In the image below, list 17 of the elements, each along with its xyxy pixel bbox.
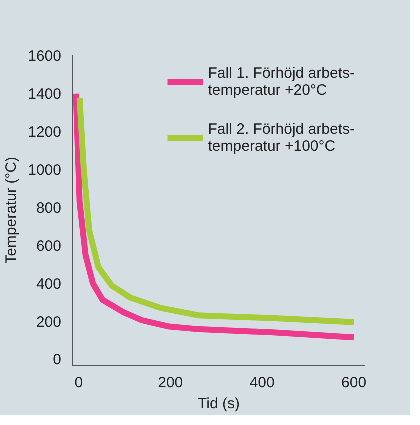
legend-label: Fall 1. Förhöjd arbets- temperatur +20°C — [208, 65, 355, 99]
y-axis-title: Temperatur (°C) — [3, 157, 20, 264]
y-tick-label: 1200 — [28, 124, 62, 141]
x-tick-label: 0 — [74, 374, 84, 392]
x-tick-label: 600 — [342, 374, 367, 392]
y-tick-label: 1600 — [28, 48, 62, 65]
x-tick-label: 400 — [250, 374, 275, 392]
y-tick-label: 200 — [36, 314, 62, 331]
x-tick-label: 200 — [158, 374, 184, 392]
y-tick-label: 800 — [36, 200, 62, 217]
x-axis-title: Tid (s) — [198, 396, 240, 412]
y-tick-label: 400 — [36, 276, 62, 293]
y-tick-label: 1000 — [28, 162, 62, 179]
y-tick-label: 0 — [53, 352, 62, 369]
y-tick-label: 600 — [36, 238, 62, 255]
legend-label: Fall 2. Förhöjd arbets- temperatur +100°C — [208, 121, 355, 155]
y-tick-label: 1400 — [28, 86, 62, 103]
